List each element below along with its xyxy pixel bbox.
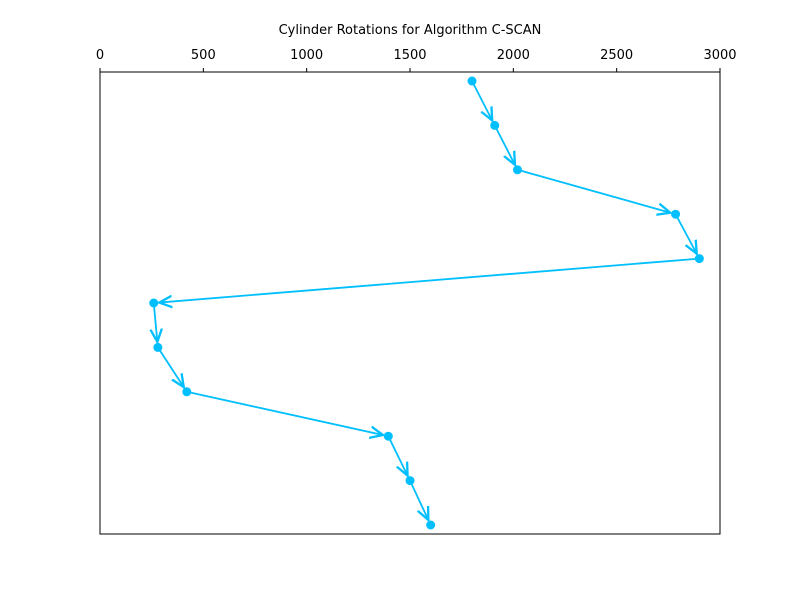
- data-point: [694, 254, 704, 264]
- data-point: [383, 431, 393, 441]
- series-arrow-segment: [517, 168, 670, 213]
- x-tick-label: 0: [96, 48, 104, 63]
- series-arrow-segment: [154, 302, 158, 342]
- x-tick-label: 2000: [497, 48, 530, 63]
- data-point: [671, 209, 681, 219]
- data-point: [490, 120, 500, 130]
- x-tick-label: 3000: [703, 48, 736, 63]
- series-arrow-segment: [387, 435, 407, 475]
- x-axis: 0 500 1000 1500 2000 2500 3000: [96, 48, 737, 72]
- data-point: [149, 298, 159, 308]
- series-path: [149, 76, 704, 530]
- x-tick-label: 1000: [290, 48, 323, 63]
- plot-area-frame: [99, 71, 721, 535]
- data-point: [405, 476, 415, 486]
- data-point: [426, 520, 436, 530]
- x-tick-label: 500: [191, 48, 216, 63]
- series-arrow-segment: [409, 480, 428, 520]
- x-tick-label: 2500: [600, 48, 633, 63]
- x-tick-label: 1500: [393, 48, 426, 63]
- data-point: [467, 76, 477, 86]
- chart-title: Cylinder Rotations for Algorithm C-SCAN: [279, 23, 542, 38]
- series-arrow-segment: [186, 390, 383, 435]
- series-arrow-segment: [157, 346, 184, 387]
- series-arrow-segment: [159, 257, 700, 303]
- data-point: [182, 387, 192, 397]
- series-arrow-segment: [493, 124, 515, 165]
- series-arrow-segment: [471, 80, 492, 121]
- series-arrow-segment: [674, 213, 697, 254]
- data-point: [512, 165, 522, 175]
- data-point: [153, 342, 163, 352]
